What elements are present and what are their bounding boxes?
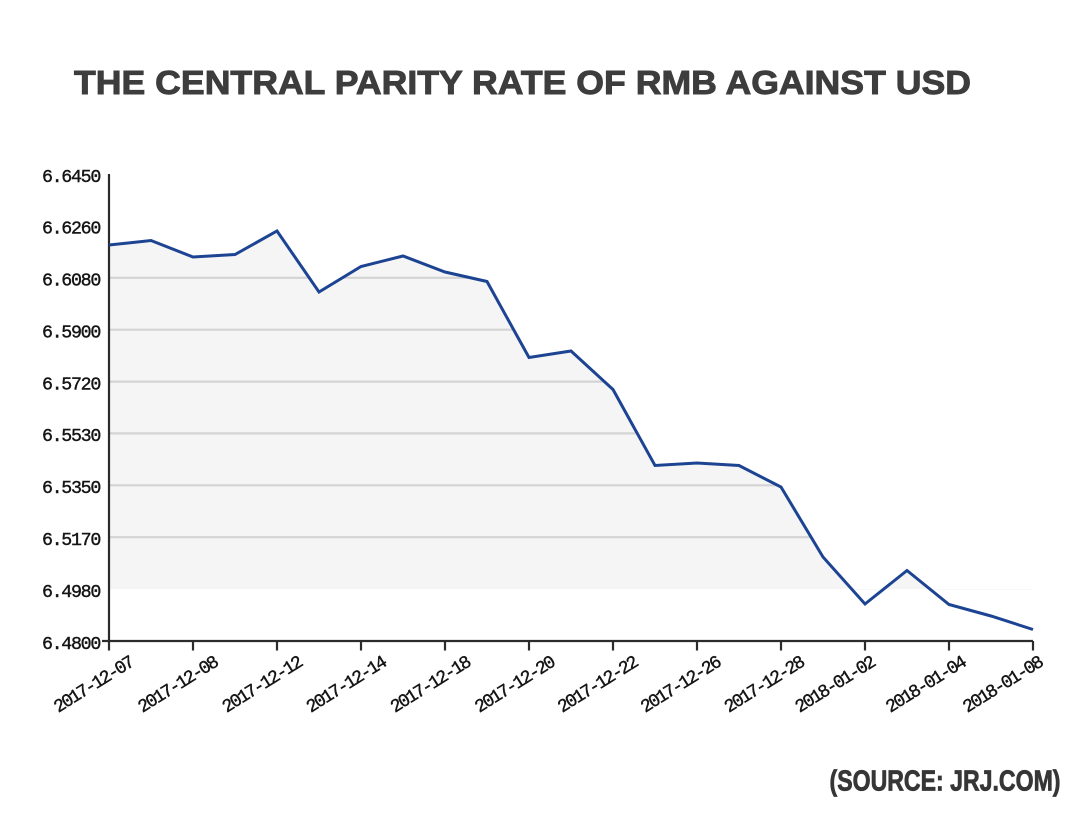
svg-text:6.4800: 6.4800 bbox=[42, 635, 100, 655]
svg-text:6.6450: 6.6450 bbox=[42, 168, 100, 188]
svg-text:6.5530: 6.5530 bbox=[42, 427, 100, 447]
svg-text:6.5900: 6.5900 bbox=[42, 324, 100, 344]
svg-text:6.6260: 6.6260 bbox=[42, 220, 100, 240]
svg-text:6.6080: 6.6080 bbox=[42, 272, 100, 292]
svg-text:6.5720: 6.5720 bbox=[42, 375, 100, 395]
svg-text:6.5170: 6.5170 bbox=[42, 531, 100, 551]
svg-text:THE CENTRAL PARITY RATE OF RMB: THE CENTRAL PARITY RATE OF RMB AGAINST U… bbox=[74, 64, 971, 101]
svg-text:6.4980: 6.4980 bbox=[42, 583, 100, 603]
svg-text:(SOURCE: JRJ.COM): (SOURCE: JRJ.COM) bbox=[830, 765, 1061, 797]
svg-text:6.5350: 6.5350 bbox=[42, 479, 100, 499]
